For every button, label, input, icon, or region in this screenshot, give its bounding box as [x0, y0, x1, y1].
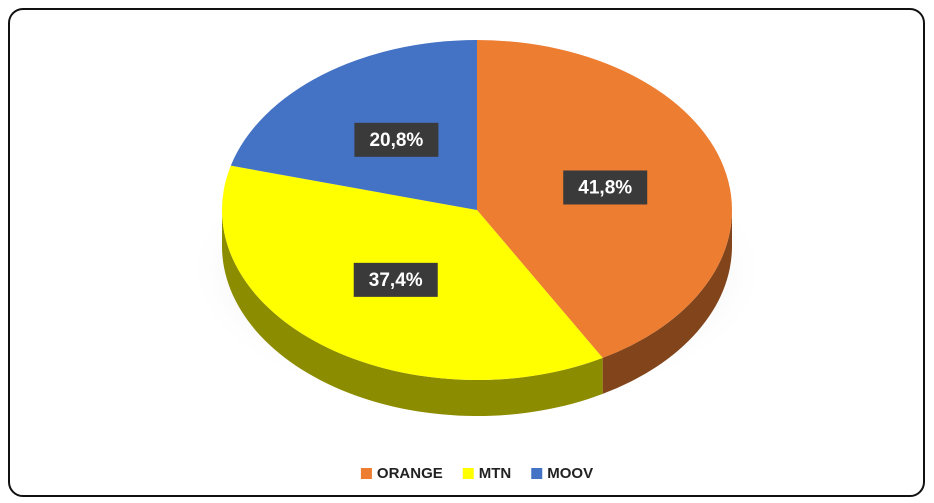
data-label: 41,8%: [578, 177, 632, 198]
data-label-box: [563, 170, 648, 205]
data-label-box: [354, 122, 439, 157]
slice-side: [222, 210, 603, 417]
legend-label: MTN: [479, 465, 512, 482]
data-label: 20,8%: [369, 130, 423, 151]
slice: [230, 40, 477, 210]
legend-swatch: [531, 468, 543, 479]
data-label-box: [353, 262, 438, 297]
legend-swatch: [462, 468, 474, 479]
data-label: 37,4%: [369, 270, 423, 291]
legend-label: MOOV: [547, 465, 593, 482]
legend-swatch: [360, 468, 372, 479]
slice-side: [602, 210, 732, 394]
legend-label: ORANGE: [377, 465, 443, 482]
